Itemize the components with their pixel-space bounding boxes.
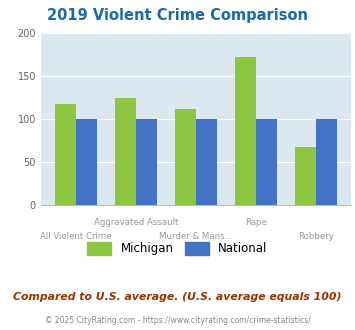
Text: 2019 Violent Crime Comparison: 2019 Violent Crime Comparison [47,8,308,23]
Bar [175,109,196,205]
Bar [295,147,316,205]
Text: © 2025 CityRating.com - https://www.cityrating.com/crime-statistics/: © 2025 CityRating.com - https://www.city… [45,316,310,325]
Legend: Michigan, National: Michigan, National [83,237,272,260]
Text: Compared to U.S. average. (U.S. average equals 100): Compared to U.S. average. (U.S. average … [13,292,342,302]
Bar [55,104,76,205]
Bar [115,98,136,205]
Bar [316,119,337,205]
Text: All Violent Crime: All Violent Crime [40,232,112,241]
Bar [196,119,217,205]
Text: Rape: Rape [245,218,267,227]
Text: Murder & Mans...: Murder & Mans... [159,232,233,241]
Bar [136,119,157,205]
Bar [235,57,256,205]
Text: Aggravated Assault: Aggravated Assault [94,218,178,227]
Bar [76,119,97,205]
Bar [256,119,277,205]
Text: Robbery: Robbery [298,232,334,241]
